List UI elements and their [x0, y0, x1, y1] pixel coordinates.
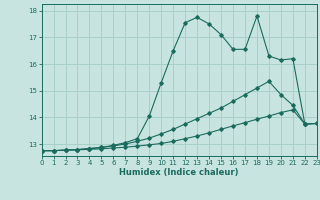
- X-axis label: Humidex (Indice chaleur): Humidex (Indice chaleur): [119, 168, 239, 177]
